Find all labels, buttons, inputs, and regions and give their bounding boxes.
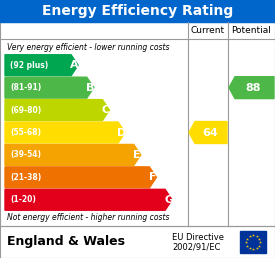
Text: Potential: Potential — [232, 26, 271, 35]
Text: (81-91): (81-91) — [10, 83, 41, 92]
Bar — [0, 0, 275, 22]
Text: (39-54): (39-54) — [10, 150, 41, 159]
Polygon shape — [5, 77, 94, 98]
Text: C: C — [102, 105, 110, 115]
Text: England & Wales: England & Wales — [7, 236, 125, 248]
Text: (1-20): (1-20) — [10, 195, 36, 204]
Polygon shape — [5, 100, 109, 120]
Text: Very energy efficient - lower running costs: Very energy efficient - lower running co… — [7, 43, 169, 52]
Text: D: D — [117, 127, 126, 138]
Bar — [0, 226, 275, 258]
Polygon shape — [5, 189, 172, 210]
Text: (92 plus): (92 plus) — [10, 61, 48, 70]
Text: 88: 88 — [246, 83, 261, 93]
Polygon shape — [5, 144, 141, 165]
Text: 2002/91/EC: 2002/91/EC — [172, 243, 220, 252]
Text: G: G — [164, 195, 173, 205]
Bar — [240, 231, 266, 253]
Polygon shape — [5, 167, 156, 188]
Text: 64: 64 — [202, 127, 218, 138]
Text: EU Directive: EU Directive — [172, 232, 224, 241]
Text: F: F — [149, 172, 157, 182]
Text: Not energy efficient - higher running costs: Not energy efficient - higher running co… — [7, 214, 169, 222]
Text: (21-38): (21-38) — [10, 173, 41, 182]
Polygon shape — [5, 55, 78, 76]
Text: A: A — [70, 60, 79, 70]
Text: Energy Efficiency Rating: Energy Efficiency Rating — [42, 4, 233, 18]
Text: (55-68): (55-68) — [10, 128, 41, 137]
Polygon shape — [189, 122, 227, 143]
Polygon shape — [5, 122, 125, 143]
Text: E: E — [133, 150, 141, 160]
Text: Current: Current — [191, 26, 225, 35]
Text: (69-80): (69-80) — [10, 106, 41, 115]
Bar — [0, 22, 275, 226]
Polygon shape — [229, 77, 274, 99]
Text: B: B — [86, 83, 95, 93]
